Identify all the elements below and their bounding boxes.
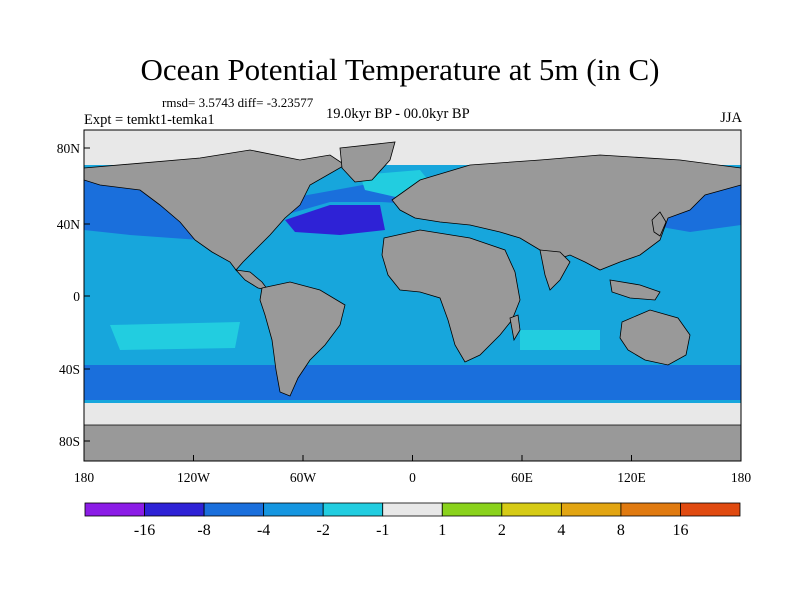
lon-tick-label: 180 [731, 470, 752, 485]
lon-tick-label: 180 [74, 470, 95, 485]
colorbar-swatch [322, 502, 384, 517]
japan-land [651, 211, 667, 237]
map-field [84, 130, 741, 461]
lon-tick-label: 0 [409, 470, 416, 485]
indian-ocean-cyan-patch [520, 330, 600, 350]
stats-label: rmsd= 3.5743 diff= -3.23577 [162, 95, 314, 110]
south-america-land [259, 281, 346, 397]
antarctica-land [84, 424, 741, 461]
lon-tick-label: 60E [511, 470, 533, 485]
north-america-land [84, 149, 346, 271]
eurasia-land [391, 154, 741, 271]
land-masses [84, 141, 741, 461]
lat-tick-label: 0 [73, 289, 80, 304]
north-atlantic-strong-cooling [285, 205, 385, 235]
colorbar-label: 2 [498, 522, 506, 539]
colorbar-swatch [501, 502, 562, 517]
lon-tick-label: 60W [290, 470, 317, 485]
indonesia-land [609, 279, 661, 301]
experiment-label: Expt = temkt1-temka1 [84, 112, 215, 128]
season-label: JJA [720, 110, 742, 126]
southern-ocean-band [84, 365, 741, 400]
lon-tick-label: 120W [177, 470, 210, 485]
colorbar-label: -4 [257, 522, 270, 539]
antarctic-ice [84, 403, 741, 425]
colorbar-label: 8 [617, 522, 625, 539]
lon-tick-label: 120E [617, 470, 646, 485]
colorbar-label: -16 [134, 522, 155, 539]
colorbar-label: -8 [197, 522, 210, 539]
period-label: 19.0kyr BP - 00.0kyr BP [326, 106, 470, 122]
colorbar-swatch [441, 502, 503, 517]
lat-tick-label: 40S [59, 362, 80, 377]
colorbar-swatch [144, 502, 205, 517]
colorbar-label: 16 [672, 522, 688, 539]
colorbar-label: -2 [317, 522, 330, 539]
lat-tick-label: 80N [57, 141, 81, 156]
colorbar-swatch [620, 502, 681, 517]
india-land [539, 249, 571, 291]
colorbar-label: 1 [438, 522, 446, 539]
australia-land [619, 309, 691, 366]
africa-land [381, 229, 521, 363]
south-pacific-cyan-patch [110, 322, 240, 350]
madagascar-land [509, 314, 521, 342]
map-title: Ocean Potential Temperature at 5m (in C) [140, 52, 660, 87]
colorbar-label: -1 [376, 522, 389, 539]
colorbar-swatch [84, 502, 145, 517]
colorbar-swatch [203, 502, 265, 517]
colorbar-swatch [382, 502, 443, 517]
colorbar-label: 4 [557, 522, 565, 539]
colorbar-swatch [263, 502, 324, 517]
lat-tick-label: 40N [57, 217, 81, 232]
greenland-land [339, 141, 396, 183]
colorbar-swatch [560, 502, 622, 517]
colorbar-swatch [680, 502, 741, 517]
lat-tick-label: 80S [59, 434, 80, 449]
